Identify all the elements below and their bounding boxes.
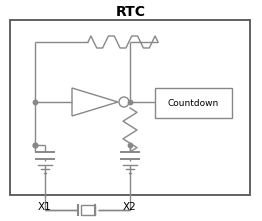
Text: X1: X1 [38,202,52,212]
Text: X2: X2 [123,202,137,212]
Text: Countdown: Countdown [168,99,219,107]
Text: RTC: RTC [116,5,146,19]
Bar [80,205,95,215]
Bar [10,20,250,195]
Bar [155,88,232,118]
